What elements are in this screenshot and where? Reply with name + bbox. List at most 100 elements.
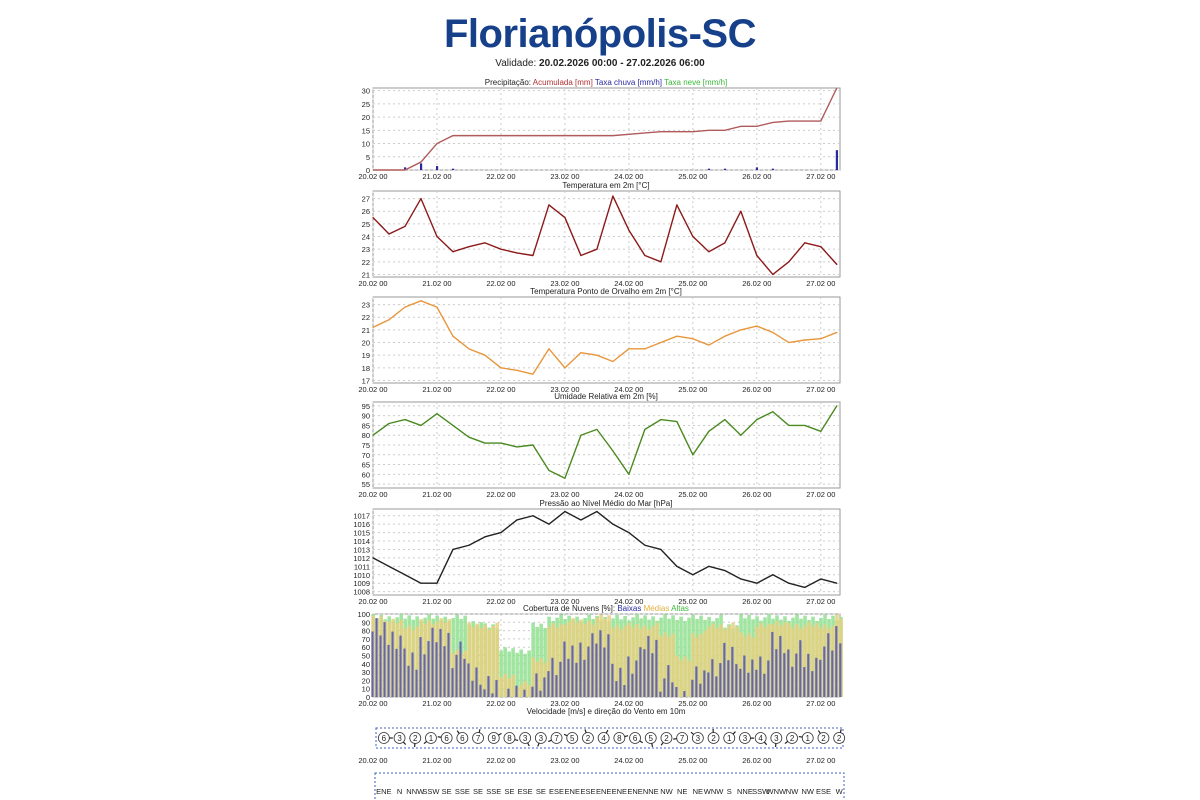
mid-cloud-bar [527, 685, 531, 697]
mid-cloud-bar [519, 684, 523, 697]
high-cloud-bar [543, 627, 547, 697]
y-tick-label: 25 [362, 100, 370, 109]
mid-cloud-bar [487, 629, 491, 697]
temp-point [836, 263, 838, 265]
x-tick-label: 20.02 00 [358, 490, 387, 499]
x-tick-label: 23.02 00 [550, 699, 579, 708]
low-cloud-bar [471, 680, 474, 697]
wind-direction-arrow [548, 739, 552, 743]
rain-rate-bar [707, 168, 711, 170]
mid-cloud-bar [675, 655, 679, 697]
x-tick-label: 22.02 00 [486, 172, 515, 181]
mid-cloud-bar [671, 633, 675, 697]
low-cloud-bar [743, 655, 746, 697]
panel-title: Cobertura de Nuvens [%]: Baixas Médias A… [523, 604, 689, 613]
y-tick-label: 20 [362, 113, 370, 122]
low-cloud-bar [775, 649, 778, 697]
panel-rh: Umidade Relativa em 2m [%] 55606570758085… [358, 392, 841, 499]
temp-point [612, 195, 614, 197]
rh-point [820, 430, 822, 432]
high-cloud-bar [523, 653, 527, 697]
pressure-point [740, 578, 742, 580]
title-part: Cobertura de Nuvens [%]: [523, 604, 617, 613]
x-tick-label: 26.02 00 [742, 279, 771, 288]
mid-cloud-bar [503, 673, 507, 697]
x-tick-label: 22.02 00 [486, 597, 515, 606]
low-cloud-bar [607, 634, 610, 697]
wind-speed-circle [660, 732, 673, 744]
low-cloud-bar [543, 677, 546, 697]
low-cloud-bar [807, 653, 810, 697]
panel-pressure: Pressão ao Nível Médio do Mar [hPa]10081… [353, 499, 841, 606]
y-tick-label: 1012 [353, 554, 370, 563]
x-tick-label: 24.02 00 [614, 172, 643, 181]
wind-speed-value: 5 [570, 734, 575, 743]
low-cloud-bar [587, 646, 590, 697]
rh-point [516, 446, 518, 448]
low-cloud-bar [435, 642, 438, 697]
dew-point [644, 348, 646, 350]
low-cloud-bar [411, 652, 414, 697]
low-cloud-bar [551, 657, 554, 697]
dew-point [404, 306, 406, 308]
x-tick-label: 24.02 00 [614, 279, 643, 288]
temp-point [548, 204, 550, 206]
x-tick-label: 25.02 00 [678, 597, 707, 606]
pressure-point [724, 569, 726, 572]
low-cloud-bar [407, 665, 410, 697]
rh-point [564, 477, 566, 479]
wind-direction-label: W [836, 787, 844, 796]
wind-direction-label: N [397, 787, 402, 796]
low-cloud-bar [759, 656, 762, 697]
wind-direction-arrow [456, 730, 460, 734]
wind-speed-value: 4 [758, 734, 763, 743]
rh-point [644, 428, 646, 430]
wind-speed-circle [487, 732, 500, 744]
y-tick-label: 1008 [353, 588, 370, 597]
wind-speed-value: 7 [680, 734, 685, 743]
plot-area [372, 190, 841, 278]
rh-point [388, 422, 390, 425]
y-tick-label: 1011 [354, 562, 370, 571]
low-cloud-bar [547, 671, 550, 697]
low-cloud-bar [839, 643, 842, 697]
y-tick-label: 70 [362, 451, 370, 460]
rh-point [596, 428, 598, 430]
low-cloud-bar [651, 653, 654, 697]
low-cloud-bar [615, 681, 618, 697]
rh-point [612, 450, 614, 452]
wind-direction-label: ESE [549, 787, 564, 796]
high-cloud-bar [679, 616, 683, 697]
wind-speed-circle [534, 732, 547, 744]
panel-temp: Temperatura em 2m [°C] 21 22 23 24 25 26 27 20.0… [358, 181, 841, 288]
y-tick-label: 1009 [353, 579, 370, 588]
mid-cloud-bar [755, 626, 759, 697]
wind-direction-label: SSW [752, 787, 770, 796]
temp-point [820, 246, 822, 248]
low-cloud-bar [431, 627, 434, 697]
x-tick-label: 26.02 00 [742, 699, 771, 708]
title-part: Taxa neve [mm/h] [664, 78, 727, 87]
wind-speed-circle [676, 732, 689, 744]
pressure-point [596, 510, 598, 513]
dew-point [580, 352, 582, 354]
high-cloud-bar [511, 648, 515, 697]
x-tick-label: 22.02 00 [486, 279, 515, 288]
temp-line [372, 195, 838, 276]
rain-rate-bar [435, 166, 439, 170]
pressure-point [836, 582, 838, 584]
y-tick-label: 26 [362, 207, 370, 216]
validity-range: 20.02.2026 00:00 - 27.02.2026 06:00 [539, 58, 705, 69]
dew-point [660, 341, 662, 344]
x-tick-label: 21.02 00 [422, 385, 451, 394]
temp-point [436, 235, 438, 238]
low-cloud-bar [699, 683, 702, 697]
mid-cloud-bar [763, 627, 767, 697]
pressure-point [548, 523, 550, 525]
dew-point [692, 338, 694, 340]
low-cloud-bar [403, 648, 406, 697]
wind-direction-arrow [784, 740, 789, 745]
x-tick-label: 27.02 00 [806, 490, 835, 499]
wind-speed-circle [644, 732, 657, 744]
low-cloud-bar [695, 666, 698, 697]
